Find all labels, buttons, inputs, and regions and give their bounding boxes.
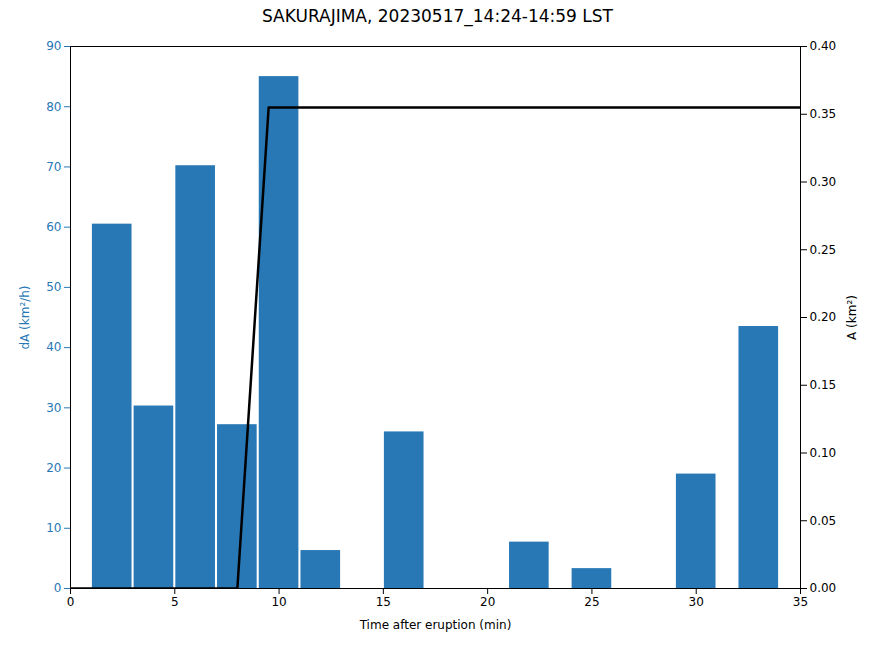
svg-text:Time after eruption (min): Time after eruption (min) [359, 618, 512, 632]
svg-text:20: 20 [480, 595, 495, 609]
svg-text:0.10: 0.10 [810, 446, 837, 460]
svg-text:dA (km²/h): dA (km²/h) [18, 285, 32, 349]
svg-text:0.35: 0.35 [810, 107, 837, 121]
svg-text:0.25: 0.25 [810, 243, 837, 257]
svg-text:A (km²): A (km²) [845, 295, 859, 340]
svg-text:35: 35 [793, 595, 808, 609]
svg-text:0.05: 0.05 [810, 514, 837, 528]
svg-text:0.30: 0.30 [810, 175, 837, 189]
svg-text:30: 30 [689, 595, 704, 609]
svg-text:10: 10 [271, 595, 286, 609]
svg-text:50: 50 [46, 280, 61, 294]
svg-text:0: 0 [67, 595, 75, 609]
svg-text:10: 10 [46, 521, 61, 535]
svg-text:70: 70 [46, 160, 61, 174]
svg-text:0: 0 [54, 581, 62, 595]
svg-text:80: 80 [46, 100, 61, 114]
svg-text:0.00: 0.00 [810, 581, 837, 595]
svg-text:30: 30 [46, 401, 61, 415]
svg-text:5: 5 [171, 595, 179, 609]
svg-text:90: 90 [46, 39, 61, 53]
svg-text:20: 20 [46, 461, 61, 475]
svg-text:0.20: 0.20 [810, 310, 837, 324]
svg-text:40: 40 [46, 340, 61, 354]
html-text:SAKURAJIMA, 20230517_14:24-14:: SAKURAJIMA, 20230517_14:24-14:59 LST [262, 6, 613, 26]
svg-text:0.15: 0.15 [810, 378, 837, 392]
svg-text:15: 15 [376, 595, 391, 609]
svg-text:0.40: 0.40 [810, 39, 837, 53]
svg-text:25: 25 [584, 595, 599, 609]
svg-text:60: 60 [46, 220, 61, 234]
